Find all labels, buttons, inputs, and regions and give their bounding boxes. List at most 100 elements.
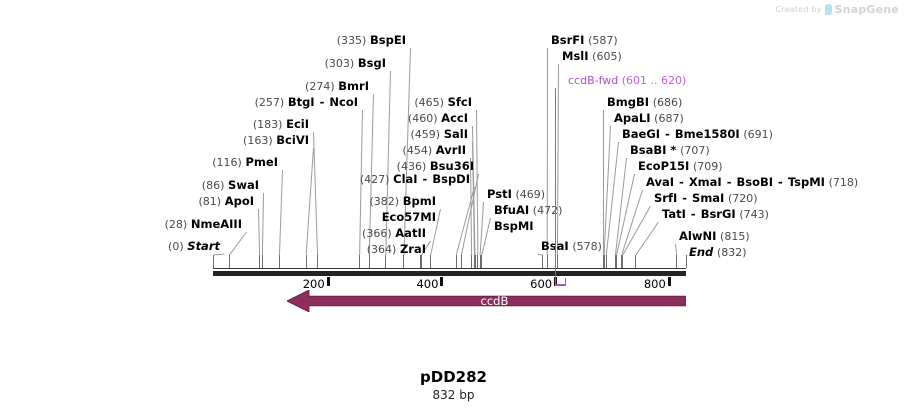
- site-position: (718): [828, 176, 859, 189]
- restriction-site-label[interactable]: (382) BpmI: [369, 194, 436, 209]
- site-position: (382): [369, 195, 400, 208]
- enzyme-name: PmeI: [245, 155, 279, 169]
- restriction-site-label[interactable]: (86) SwaI: [202, 179, 259, 193]
- enzyme-name: BpmI: [402, 194, 436, 208]
- restriction-site-label[interactable]: (257) BtgI - NcoI: [254, 95, 358, 110]
- ruler-label-200: 200: [302, 277, 325, 291]
- enzyme-name: AlwNI: [679, 229, 717, 243]
- restriction-site-label[interactable]: ApaLI (687): [614, 112, 684, 126]
- restriction-site-label[interactable]: (0) Start: [168, 240, 220, 254]
- ruler-tick-800: [667, 277, 671, 286]
- name-separator: -: [661, 127, 674, 141]
- restriction-site-label[interactable]: (465) SfcI: [414, 95, 472, 110]
- restriction-site-label[interactable]: BaeGI - Bme1580I (691): [622, 127, 773, 142]
- restriction-site-label[interactable]: (459) SalI: [410, 127, 468, 142]
- site-leader-line: [229, 231, 247, 256]
- site-enzyme-names: BmrI: [338, 79, 369, 93]
- restriction-site-label[interactable]: (366) AatII: [362, 227, 426, 241]
- site-position: (427): [359, 173, 390, 186]
- restriction-site-label[interactable]: BsaI (578): [541, 240, 602, 254]
- site-leader-line: [556, 63, 559, 255]
- enzyme-name: NmeAIII: [190, 217, 242, 231]
- restriction-site-label[interactable]: (335) BspEI: [336, 33, 406, 48]
- restriction-site-label[interactable]: BspMI: [494, 220, 534, 233]
- enzyme-name: BsoBI: [736, 175, 774, 189]
- restriction-site-tick: [615, 255, 616, 268]
- enzyme-name: BsrFI: [551, 33, 585, 47]
- primer-end-tick: [565, 278, 567, 286]
- site-enzyme-names: SalI: [444, 127, 468, 141]
- primer-label[interactable]: ccdB-fwd (601 .. 620): [568, 74, 686, 87]
- restriction-site-label[interactable]: BfuAI (472): [494, 203, 562, 218]
- site-position: (720): [728, 192, 758, 205]
- site-position: (274): [305, 80, 335, 93]
- restriction-site-label[interactable]: TatI - BsrGI (743): [662, 208, 769, 222]
- name-separator: -: [418, 172, 432, 186]
- enzyme-name: BmrI: [338, 79, 369, 93]
- restriction-site-label[interactable]: AlwNI (815): [679, 229, 750, 244]
- site-enzyme-names: BfuAI: [494, 203, 529, 217]
- site-enzyme-names: SfcI: [448, 95, 472, 109]
- primer-range: (601 .. 620): [621, 74, 687, 87]
- feature-ccdb[interactable]: ccdB: [286, 290, 686, 312]
- restriction-site-label[interactable]: End (832): [689, 246, 747, 260]
- restriction-site-label[interactable]: (183) EciI: [253, 118, 309, 132]
- restriction-site-tick: [471, 255, 472, 268]
- restriction-site-label[interactable]: (116) PmeI: [212, 155, 279, 170]
- restriction-site-label[interactable]: BmgBI (686): [607, 96, 683, 110]
- restriction-site-tick: [420, 255, 421, 268]
- site-position: (257): [254, 96, 285, 109]
- watermark-created-by-label: Created by: [775, 5, 822, 14]
- enzyme-name: BspEI: [370, 33, 406, 47]
- site-enzyme-names: BtgI - NcoI: [288, 95, 358, 109]
- site-leader-line: [546, 47, 548, 256]
- site-position: (832): [716, 246, 747, 259]
- restriction-site-label[interactable]: (364) ZraI: [366, 242, 426, 257]
- site-position: (686): [652, 96, 683, 109]
- enzyme-name: ZraI: [399, 242, 426, 256]
- snapgene-watermark: Created by SnapGene: [776, 3, 899, 16]
- restriction-site-label[interactable]: EcoP15I (709): [638, 159, 723, 174]
- restriction-site-label[interactable]: MslI (605): [562, 50, 622, 64]
- enzyme-name: Bme1580I: [674, 127, 740, 141]
- site-enzyme-names: BspMI: [494, 219, 534, 233]
- restriction-site-label[interactable]: BsaBI * (707): [630, 144, 710, 158]
- enzyme-name: SrfI: [654, 191, 678, 205]
- restriction-site-label[interactable]: PstI (469): [487, 188, 545, 202]
- site-position: (454): [402, 144, 433, 157]
- enzyme-name: Bsu36I: [429, 159, 474, 173]
- restriction-site-label[interactable]: (454) AvrII: [402, 143, 466, 158]
- restriction-site-label[interactable]: AvaI - XmaI - BsoBI - TspMI (718): [646, 175, 859, 190]
- restriction-site-tick: [477, 255, 478, 268]
- site-leader-line: [622, 205, 651, 256]
- site-enzyme-names: Eco57MI: [382, 210, 436, 224]
- restriction-site-tick: [306, 255, 307, 268]
- restriction-site-label[interactable]: (427) ClaI - BspDI: [359, 172, 470, 187]
- restriction-site-label[interactable]: (274) BmrI: [305, 79, 369, 94]
- site-enzyme-names: EcoP15I: [638, 159, 689, 173]
- restriction-site-label[interactable]: (303) BsgI: [325, 57, 386, 71]
- restriction-site-label[interactable]: (28) NmeAIII: [164, 217, 242, 232]
- restriction-site-label[interactable]: BsrFI (587): [551, 33, 618, 48]
- site-position: (815): [720, 230, 750, 243]
- site-enzyme-names: AvrII: [436, 143, 466, 157]
- restriction-site-tick: [403, 255, 404, 268]
- enzyme-name: BspMI: [494, 219, 534, 233]
- site-position: (335): [336, 34, 367, 47]
- restriction-site-label[interactable]: (460) AccI: [408, 112, 468, 126]
- site-position: (364): [366, 243, 397, 256]
- restriction-site-tick: [456, 255, 457, 268]
- enzyme-name: Eco57MI: [381, 210, 436, 224]
- restriction-site-label[interactable]: SrfI - SmaI (720): [654, 191, 758, 206]
- site-position: (28): [164, 218, 188, 231]
- site-enzyme-names: ClaI - BspDI: [393, 172, 470, 186]
- restriction-site-tick: [622, 255, 623, 268]
- site-enzyme-names: NmeAIII: [191, 217, 242, 231]
- restriction-site-label[interactable]: (436) Bsu36I: [397, 159, 474, 174]
- restriction-site-label[interactable]: (163) BciVI: [243, 134, 309, 148]
- restriction-site-tick: [229, 255, 230, 268]
- enzyme-name: BspDI: [432, 172, 470, 186]
- restriction-site-label[interactable]: Eco57MI: [382, 211, 436, 224]
- site-position: (116): [212, 156, 242, 169]
- restriction-site-label[interactable]: (81) ApoI: [198, 195, 254, 209]
